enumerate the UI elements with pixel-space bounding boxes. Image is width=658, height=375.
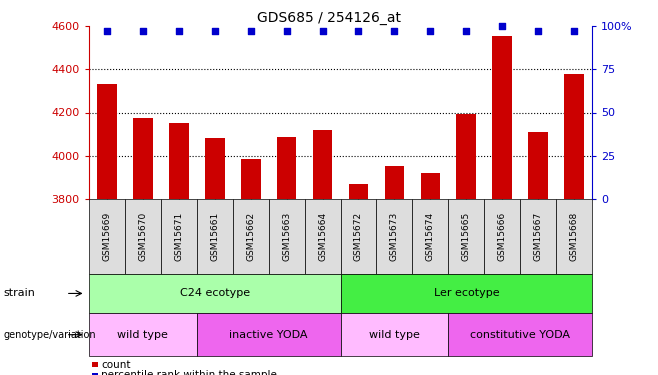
Text: GSM15672: GSM15672 [354,211,363,261]
Text: GSM15665: GSM15665 [462,211,471,261]
Bar [457,114,476,375]
Point [138,28,148,34]
Bar [205,138,224,375]
Bar [313,130,332,375]
Point [101,28,112,34]
Point [353,28,364,34]
Point [461,28,472,34]
Point [209,28,220,34]
Bar [169,123,189,375]
Bar [384,166,404,375]
Text: wild type: wild type [117,330,168,340]
Text: count: count [101,360,130,369]
Text: GSM15670: GSM15670 [138,211,147,261]
Bar [349,184,368,375]
Text: inactive YODA: inactive YODA [230,330,308,340]
Bar [277,137,297,375]
Text: Ler ecotype: Ler ecotype [434,288,499,298]
Text: wild type: wild type [369,330,420,340]
Point [174,28,184,34]
Point [533,28,544,34]
Point [425,28,436,34]
Text: GSM15673: GSM15673 [390,211,399,261]
Text: C24 ecotype: C24 ecotype [180,288,250,298]
Point [569,28,580,34]
Text: genotype/variation: genotype/variation [3,330,96,340]
Text: GDS685 / 254126_at: GDS685 / 254126_at [257,11,401,25]
Text: strain: strain [3,288,35,298]
Point [497,23,507,29]
Bar [420,173,440,375]
Bar [97,84,116,375]
Text: GSM15664: GSM15664 [318,211,327,261]
Text: GSM15669: GSM15669 [102,211,111,261]
Text: GSM15661: GSM15661 [210,211,219,261]
Bar [528,132,548,375]
Bar [133,118,153,375]
Text: percentile rank within the sample: percentile rank within the sample [101,370,277,375]
Text: GSM15666: GSM15666 [498,211,507,261]
Text: GSM15663: GSM15663 [282,211,291,261]
Point [282,28,292,34]
Text: constitutive YODA: constitutive YODA [470,330,570,340]
Bar [241,159,261,375]
Text: GSM15668: GSM15668 [570,211,579,261]
Text: GSM15667: GSM15667 [534,211,543,261]
Bar [565,74,584,375]
Point [317,28,328,34]
Point [245,28,256,34]
Text: GSM15671: GSM15671 [174,211,183,261]
Point [389,28,399,34]
Bar [492,36,512,375]
Text: GSM15662: GSM15662 [246,211,255,261]
Text: GSM15674: GSM15674 [426,211,435,261]
